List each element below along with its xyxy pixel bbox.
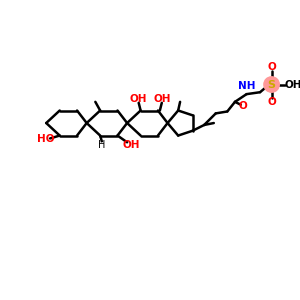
Circle shape (264, 77, 279, 92)
Text: HO: HO (38, 134, 55, 144)
Text: O: O (267, 62, 276, 72)
Text: O: O (238, 101, 247, 111)
Text: O: O (267, 97, 276, 107)
Text: OH: OH (130, 94, 147, 104)
Text: OH: OH (153, 94, 170, 104)
Text: H: H (98, 140, 106, 150)
Text: NH: NH (238, 81, 255, 92)
Text: OH: OH (122, 140, 140, 150)
Text: OH: OH (284, 80, 300, 89)
Text: S: S (268, 80, 276, 89)
